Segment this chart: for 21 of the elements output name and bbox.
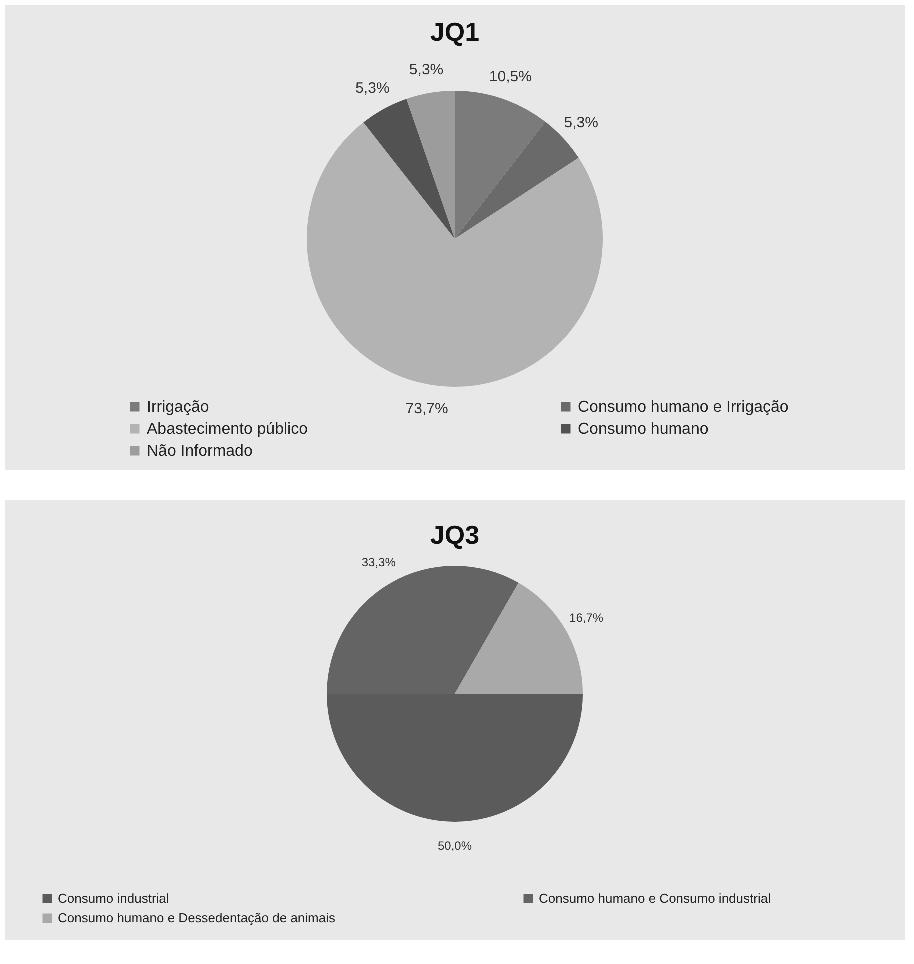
chart-title: JQ1: [430, 17, 480, 47]
data-label: 16,7%: [570, 610, 604, 625]
legend-label: Consumo humano e Consumo industrial: [539, 890, 772, 906]
data-label: 5,3%: [409, 61, 444, 78]
pie-slice: [364, 99, 455, 239]
pie-slice: [406, 91, 455, 239]
legend-label: Consumo humano e Dessedentação de animais: [58, 910, 336, 926]
data-label: 50,0%: [438, 839, 472, 853]
data-label: 10,5%: [489, 68, 532, 86]
legend-label: Consumo humano e Irrigação: [578, 399, 789, 416]
pie-slice: [455, 91, 546, 239]
data-label: 5,3%: [356, 80, 390, 97]
data-label: 33,3%: [362, 555, 396, 570]
legend-label: Consumo industrial: [58, 890, 170, 906]
chart-title: JQ3: [430, 520, 480, 550]
data-label: 73,7%: [406, 400, 448, 418]
legend-label: Não Informado: [147, 443, 253, 460]
data-label: 5,3%: [564, 114, 598, 132]
legend-label: Consumo humano: [578, 421, 709, 438]
legend-label: Abastecimento público: [147, 421, 308, 438]
legend-label: Irrigação: [147, 399, 210, 416]
